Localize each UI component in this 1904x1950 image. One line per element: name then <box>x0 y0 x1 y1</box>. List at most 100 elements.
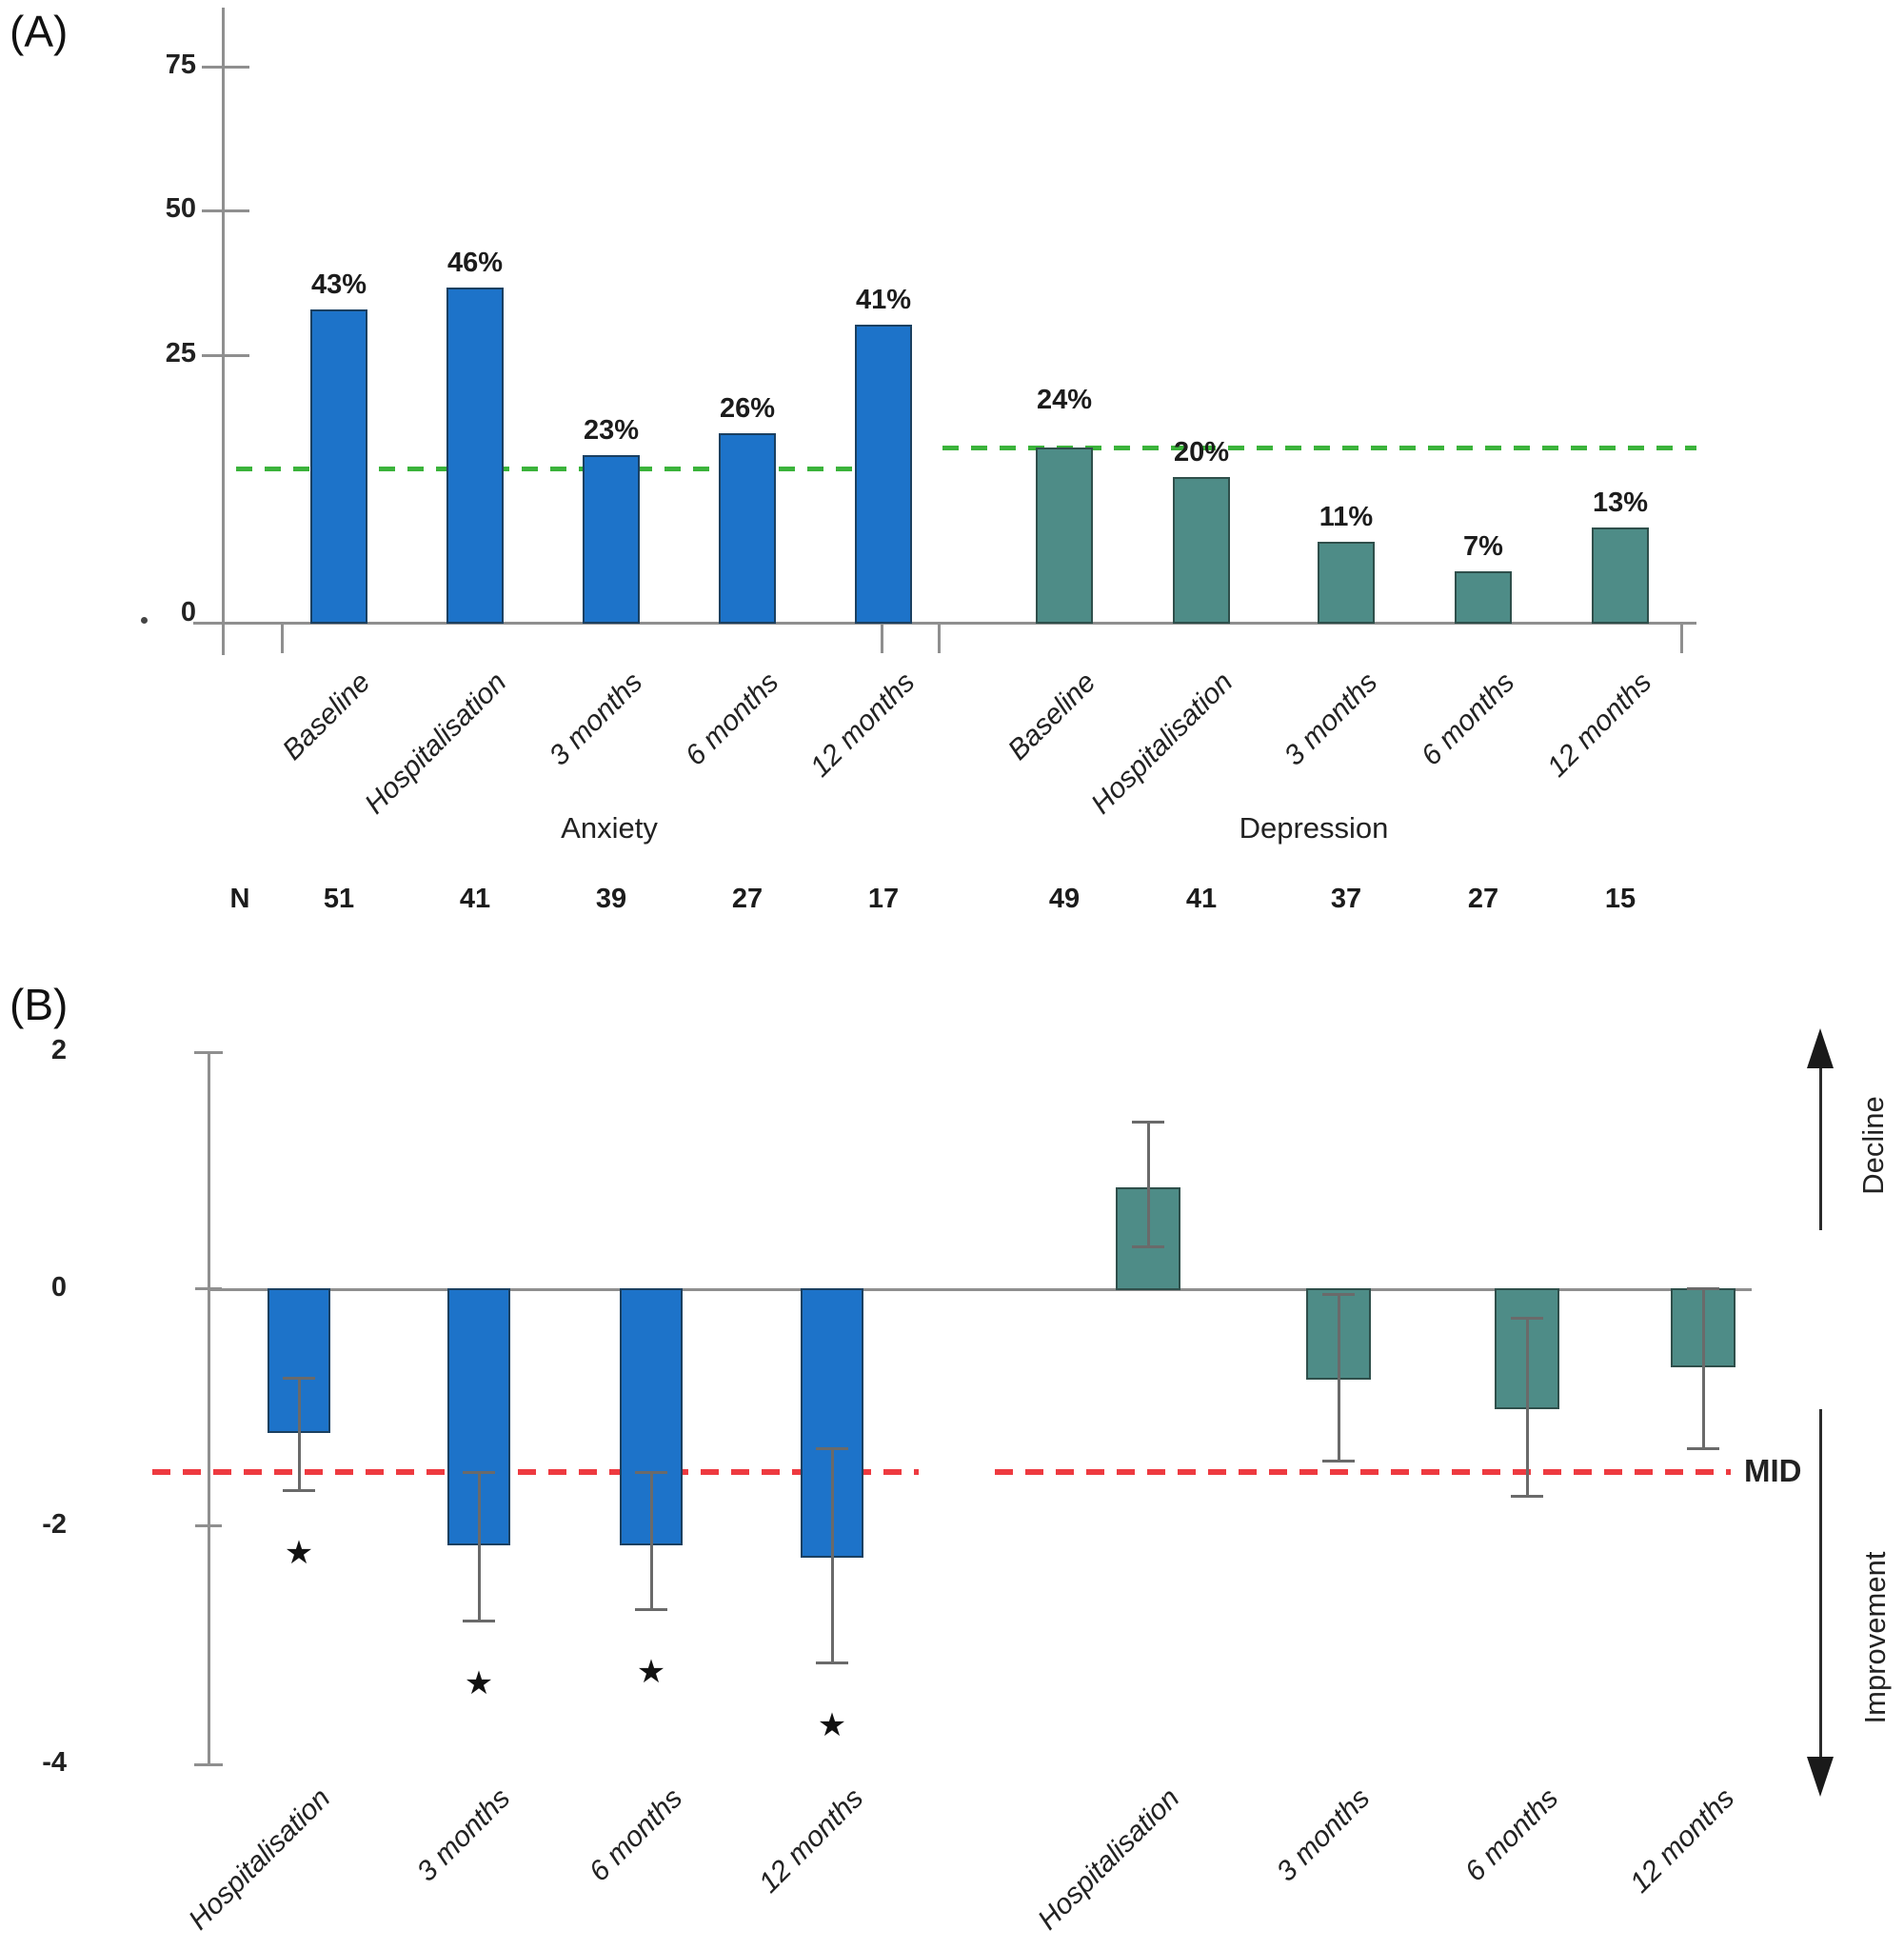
n-value: 39 <box>595 884 627 914</box>
x-axis-tick <box>1680 622 1683 653</box>
bar-value-label: 26% <box>719 393 776 424</box>
n-value: 49 <box>1048 884 1081 914</box>
error-bar-cap <box>635 1471 667 1475</box>
y-axis <box>208 1050 210 1766</box>
n-value: 41 <box>1185 884 1218 914</box>
error-bar-cap <box>635 1607 667 1611</box>
y-axis-tick-label: 75 <box>165 50 196 80</box>
zero-dot <box>141 617 148 624</box>
significance-star: ★ <box>464 1665 494 1702</box>
error-bar <box>1526 1318 1529 1497</box>
error-bar-cap <box>816 1447 848 1451</box>
improvement-arrow <box>1819 1409 1822 1757</box>
y-axis-tick <box>202 209 249 212</box>
n-value: 37 <box>1330 884 1362 914</box>
bar-anxiety-hospitalisation <box>446 288 504 624</box>
threshold-line-anxiety <box>236 467 878 472</box>
y-axis <box>222 8 225 655</box>
error-bar-cap <box>1687 1447 1719 1451</box>
error-bar-cap <box>1132 1245 1164 1249</box>
bar-depression-baseline <box>1036 448 1093 624</box>
bar-anxiety-3-months <box>583 455 640 624</box>
n-value: 41 <box>459 884 491 914</box>
category-label: Baseline <box>276 667 377 766</box>
significance-star: ★ <box>284 1534 314 1571</box>
category-label: 3 months <box>543 667 649 772</box>
error-bar <box>478 1472 481 1622</box>
significance-star: ★ <box>817 1706 847 1743</box>
y-axis-tick-label: 2 <box>50 1034 67 1065</box>
error-bar-cap <box>283 1376 315 1380</box>
bar-anxiety-6-months <box>719 433 776 624</box>
category-label: Hospitalisation <box>1032 1782 1186 1937</box>
n-value: 17 <box>867 884 900 914</box>
y-axis-tick-label: 0 <box>50 1272 67 1303</box>
error-bar <box>1702 1288 1705 1449</box>
x-axis <box>193 622 1696 625</box>
error-bar-cap <box>1322 1459 1355 1462</box>
x-axis-tick <box>881 622 883 653</box>
significance-star: ★ <box>636 1653 666 1690</box>
panel-a-prevalence-chart: 0 25 50 75 43% 51 Baseline 46% 41 Hospitalisation… <box>0 0 1904 962</box>
error-bar-cap <box>283 1488 315 1492</box>
bar-depression-6-months <box>1455 571 1512 624</box>
threshold-line-depression <box>942 445 1696 450</box>
n-value: 27 <box>1467 884 1499 914</box>
category-label: Hospitalisation <box>183 1782 337 1937</box>
y-axis-top-cap <box>194 1050 223 1054</box>
mid-line-right <box>995 1469 1731 1476</box>
decline-arrow-head <box>1807 1028 1834 1068</box>
bar-depression-12-months <box>1592 527 1649 624</box>
error-bar-cap <box>1687 1287 1719 1290</box>
y-axis-tick <box>202 354 249 357</box>
y-axis-bottom-cap <box>194 1762 223 1766</box>
bar-value-label: 46% <box>446 248 504 278</box>
y-axis-tick-label: 50 <box>165 193 196 224</box>
error-bar-cap <box>463 1471 495 1475</box>
n-value: 51 <box>323 884 355 914</box>
bar-value-label: 43% <box>310 269 367 300</box>
n-value: 27 <box>731 884 764 914</box>
bar-depression-hospitalisation <box>1173 477 1230 624</box>
bar-value-label: 11% <box>1319 502 1374 532</box>
bar-depression-3-months <box>1318 542 1375 624</box>
mid-label: MID <box>1744 1453 1802 1489</box>
decline-arrow <box>1819 1066 1822 1230</box>
mid-line-left <box>152 1469 919 1476</box>
panel-b-letter: (B) <box>10 980 69 1029</box>
y-axis-tick <box>202 66 249 69</box>
category-label: Hospitalisation <box>359 667 513 821</box>
group-label-depression: Depression <box>1239 811 1389 845</box>
x-axis-tick <box>281 622 284 653</box>
improvement-arrow-head <box>1807 1757 1834 1797</box>
category-label: 6 months <box>679 667 785 772</box>
y-axis-tick-label: -4 <box>42 1746 67 1778</box>
error-bar <box>298 1377 301 1490</box>
error-bar-cap <box>463 1620 495 1623</box>
group-label-anxiety: Anxiety <box>561 811 658 845</box>
improvement-label: Improvement <box>1858 1551 1892 1724</box>
x-axis <box>208 1288 1752 1291</box>
bar-value-label: 20% <box>1173 437 1230 468</box>
y-axis-tick <box>195 1524 222 1528</box>
error-bar-cap <box>1511 1495 1543 1499</box>
y-axis-tick-label: 25 <box>165 338 196 368</box>
bar-value-label: 7% <box>1463 531 1503 562</box>
bar-anxiety-baseline <box>310 309 367 624</box>
n-row-label: N <box>229 884 250 914</box>
category-label: 6 months <box>1415 667 1521 772</box>
bar-value-label: 41% <box>855 285 912 315</box>
bar-value-label: 23% <box>583 415 640 446</box>
bar-value-label: 24% <box>1036 385 1093 415</box>
error-bar <box>1147 1122 1150 1247</box>
error-bar <box>831 1448 834 1662</box>
error-bar <box>650 1472 653 1609</box>
category-label: 12 months <box>1540 667 1658 784</box>
panel-a-letter: (A) <box>10 7 69 56</box>
y-axis-tick-label: -2 <box>42 1509 67 1541</box>
decline-label: Decline <box>1856 1096 1890 1195</box>
x-axis-tick <box>938 622 941 653</box>
bar-anxiety-12-months <box>855 325 912 624</box>
y-axis-tick-label: 0 <box>180 597 196 627</box>
